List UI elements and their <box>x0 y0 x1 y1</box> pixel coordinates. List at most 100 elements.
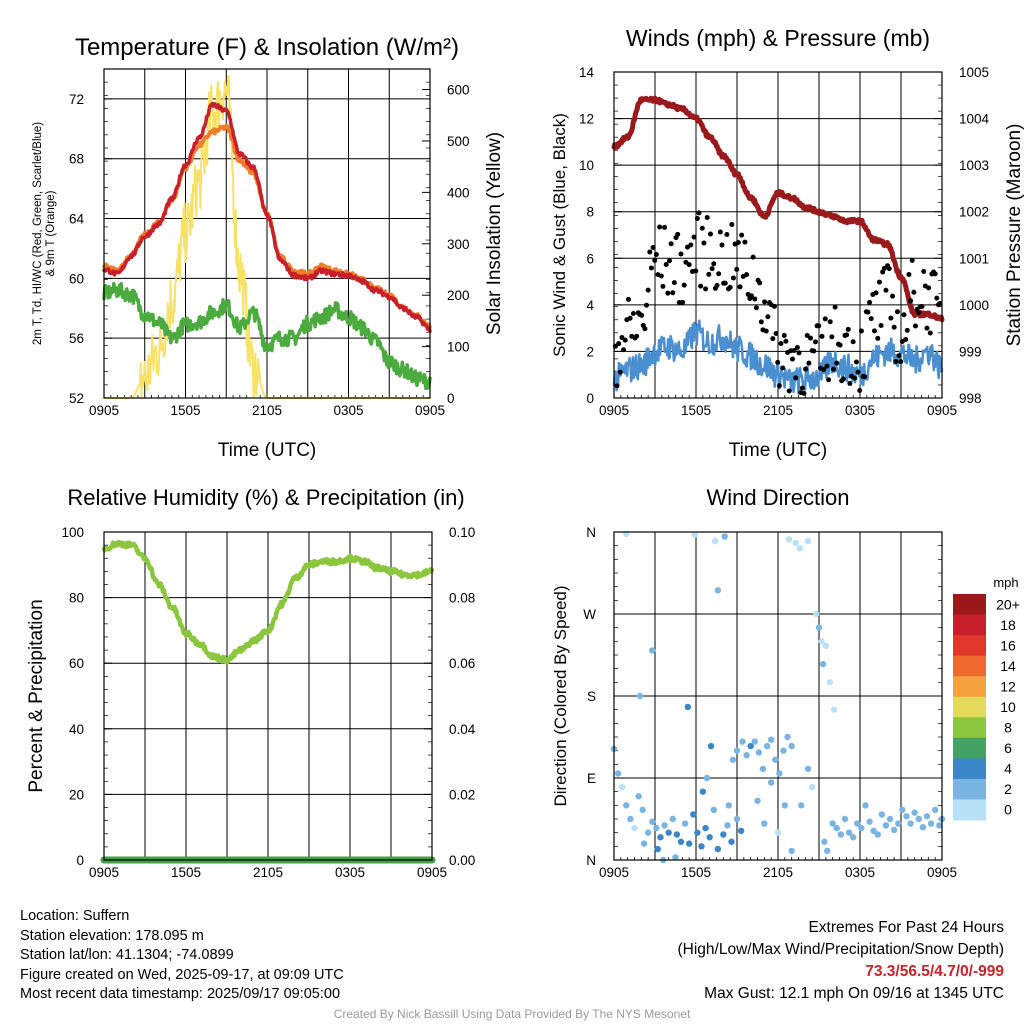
x-tick-label: 0905 <box>599 865 629 880</box>
x-tick-label: 2105 <box>253 865 283 880</box>
colorbar-swatch <box>953 778 986 800</box>
x-tick-label: 0905 <box>89 403 119 418</box>
wind-direction-point <box>767 779 775 786</box>
wind-direction-point <box>702 824 709 832</box>
colorbar-label: 10 <box>1000 699 1016 715</box>
x-tick-label: 0305 <box>335 865 365 880</box>
wind-direction-point <box>841 815 849 823</box>
wind-direction-point <box>703 774 711 782</box>
gust-point <box>783 338 789 344</box>
y2-tick-label: 0.08 <box>449 591 475 606</box>
gust-point <box>934 295 940 301</box>
wind-direction-point <box>631 824 638 832</box>
gust-point <box>894 309 900 315</box>
wind-direction-point <box>720 831 727 838</box>
wind-direction-point <box>711 537 719 545</box>
y-tick-label: 8 <box>586 205 594 220</box>
gust-point <box>832 304 838 310</box>
wind-direction-point <box>640 840 648 847</box>
gust-point <box>734 266 740 272</box>
gust-point <box>758 319 764 325</box>
gust-point <box>906 271 912 277</box>
wind-direction-point <box>915 815 922 823</box>
gust-point <box>911 289 917 295</box>
gust-point <box>857 387 863 393</box>
gust-point <box>786 388 792 394</box>
gust-point <box>653 252 659 258</box>
colorbar-swatch <box>953 614 986 636</box>
plot-title: Winds (mph) & Pressure (mb) <box>626 25 930 51</box>
gust-point <box>642 326 648 332</box>
wind-direction-point <box>654 845 661 853</box>
wind-direction-point <box>699 788 707 795</box>
wind-direction-point <box>751 738 758 745</box>
gust-point <box>675 231 681 237</box>
y2-tick-label: 1003 <box>959 158 989 173</box>
wind-direction-point <box>669 815 676 823</box>
gust-point <box>762 299 768 305</box>
y-tick-label: 64 <box>69 212 85 227</box>
wind-direction-point <box>733 815 741 823</box>
y-tick-label: E <box>587 771 596 786</box>
gust-point <box>706 271 712 277</box>
gust-point <box>693 268 699 274</box>
wind-direction-point <box>870 827 877 835</box>
y-tick-label: 72 <box>69 92 84 107</box>
gust-point <box>737 284 743 290</box>
colorbar-swatch <box>953 676 986 698</box>
wind-direction-point <box>754 797 761 804</box>
gust-point <box>806 360 812 366</box>
gust-point <box>865 309 871 315</box>
wind-direction-point <box>882 822 890 829</box>
colorbar-label: 6 <box>1004 740 1012 756</box>
plot-frame <box>613 71 943 399</box>
gust-point <box>671 280 677 286</box>
gust-point <box>824 363 830 369</box>
gust-point <box>614 383 620 389</box>
wind-direction-point <box>681 820 689 827</box>
x-tick-label: 0905 <box>417 865 447 880</box>
x-tick-label: 0905 <box>599 403 629 418</box>
wind-direction-point <box>684 703 691 711</box>
gust-point <box>826 377 832 383</box>
wind-direction-point <box>854 820 861 827</box>
gust-point <box>716 271 722 277</box>
wind-direction-point <box>886 815 894 823</box>
gust-point <box>850 339 856 345</box>
gust-point <box>648 265 654 271</box>
gust-point <box>698 283 704 289</box>
wind-direction-point <box>819 660 827 668</box>
gust-point <box>927 330 933 336</box>
gust-point <box>717 229 723 235</box>
gust-point <box>937 300 943 306</box>
wind-direction-point <box>755 749 763 756</box>
y2-tick-label: 0.00 <box>449 853 475 868</box>
gust-point <box>681 282 687 288</box>
wind-direction-point <box>759 765 767 773</box>
x-tick-label: 0905 <box>415 403 445 418</box>
x-tick-label: 1505 <box>681 865 711 880</box>
wind-direction-point <box>636 692 644 700</box>
wind-direction-point <box>919 824 927 831</box>
wind-direction-point <box>899 806 906 814</box>
colorbar-swatch <box>953 799 986 821</box>
y-tick-label: S <box>587 689 596 704</box>
y-tick-label: 0 <box>76 853 84 868</box>
y2-tick-label: 1004 <box>959 112 990 127</box>
gust-point <box>796 350 802 356</box>
x-tick-label: 0305 <box>333 403 363 418</box>
x-tick-label: 1505 <box>170 403 200 418</box>
gust-point <box>765 314 771 320</box>
wind-direction-point <box>714 845 722 853</box>
gust-point <box>883 287 889 293</box>
gust-point <box>711 261 717 267</box>
wind-direction-point <box>767 736 775 743</box>
x-tick-label: 1505 <box>681 403 711 418</box>
gust-point <box>847 380 853 386</box>
wind-direction-point <box>792 539 799 547</box>
gust-point <box>845 326 851 332</box>
gust-point <box>840 376 846 382</box>
gust-point <box>878 322 884 328</box>
wind-direction-point <box>677 838 685 845</box>
